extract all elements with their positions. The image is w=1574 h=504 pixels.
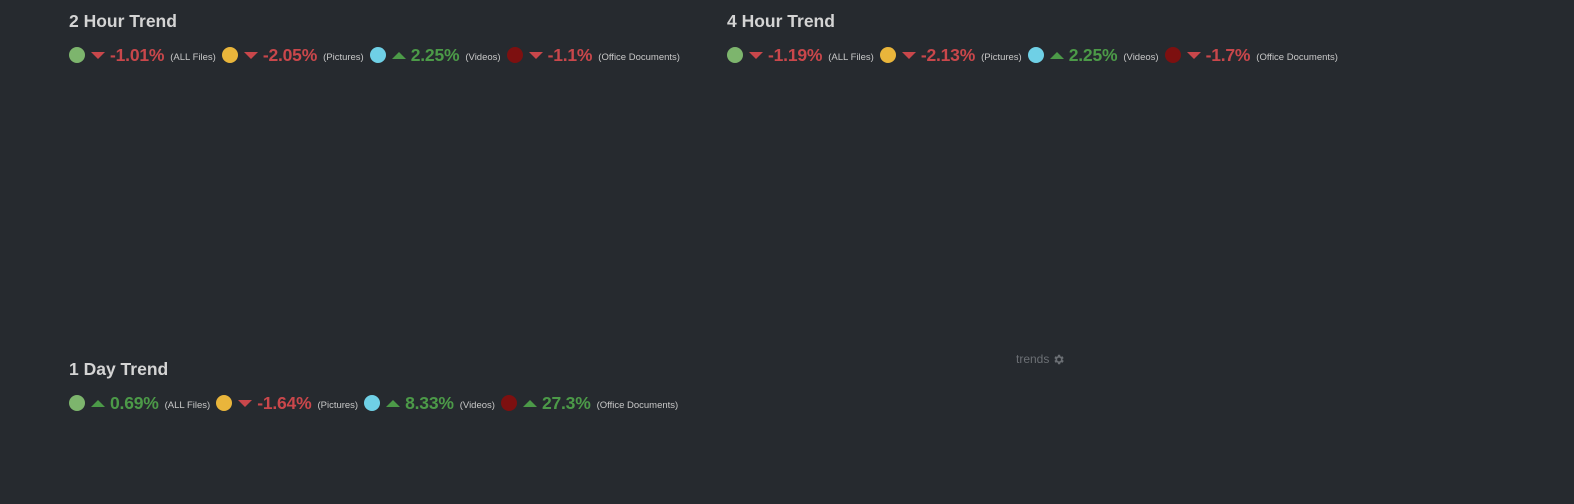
metric-label: (Office Documents) [1256,52,1338,63]
metric-value: 2.25% [1068,44,1118,65]
down-arrow-icon [238,399,253,407]
metric-all-files: -1.19% (ALL Files) [727,45,874,66]
metric-videos: 2.25% (Videos) [1027,44,1159,66]
metric-value: 27.3% [541,392,591,413]
down-arrow-icon [901,51,916,59]
panel-title: 2 Hour Trend [69,11,177,31]
metric-label: (Pictures) [317,400,359,411]
metric-label: (Videos) [1123,52,1159,63]
metric-label: (ALL Files) [828,52,874,63]
panel-4-hour-trend: 4 Hour Trend -1.19% (ALL Files) -2.13% (… [727,10,1344,68]
metric-value: -1.1% [547,44,593,65]
pictures-color-dot [879,47,896,63]
up-arrow-icon [386,399,401,407]
down-arrow-icon [91,51,105,59]
panel-2-hour-trend: 2 Hour Trend -1.01% (ALL Files) -2.05% (… [69,10,686,68]
metric-office-documents: 27.3% (Office Documents) [500,392,679,414]
metric-label: (Videos) [459,400,495,411]
office-documents-color-dot [1164,47,1181,63]
panel-1-day-trend: 1 Day Trend 0.69% (ALL Files) -1.64% (Pi… [69,358,684,416]
all-files-color-dot [727,47,743,63]
down-arrow-icon [528,51,543,59]
all-files-color-dot [69,395,85,411]
metric-office-documents: -1.7% (Office Documents) [1164,44,1338,66]
down-arrow-icon [1186,51,1201,59]
metric-value: 0.69% [110,392,159,413]
metric-value: -2.05% [262,44,318,65]
metric-value: 2.25% [410,44,460,65]
metric-videos: 8.33% (Videos) [364,393,495,414]
metric-all-files: 0.69% (ALL Files) [69,393,210,414]
all-files-color-dot [69,47,85,63]
metric-office-documents: -1.1% (Office Documents) [506,44,680,66]
metric-label: (ALL Files) [170,52,216,63]
pictures-color-dot [216,395,233,411]
metric-value: -2.13% [920,44,976,65]
metric-pictures: -2.05% (Pictures) [221,44,364,66]
down-arrow-icon [243,51,258,59]
metric-all-files: -1.01% (ALL Files) [69,45,216,66]
up-arrow-icon [391,51,406,59]
metric-videos: 2.25% (Videos) [369,44,501,66]
metric-value: 8.33% [405,392,454,413]
panel-title: 1 Day Trend [69,359,169,379]
metric-pictures: -1.64% (Pictures) [216,393,358,414]
panel-title: 4 Hour Trend [727,11,835,31]
trend-metrics: -1.19% (ALL Files) -2.13% (Pictures) 2.2… [727,42,1344,68]
pictures-color-dot [221,47,238,63]
up-arrow-icon [522,399,537,407]
office-documents-color-dot [500,395,517,411]
trends-link-label: trends [1016,352,1050,366]
metric-label: (Pictures) [981,52,1022,63]
metric-label: (Videos) [465,52,501,63]
up-arrow-icon [1049,51,1064,59]
office-documents-color-dot [506,47,523,63]
metric-label: (Office Documents) [596,400,679,411]
videos-color-dot [364,395,381,411]
down-arrow-icon [749,51,763,59]
videos-color-dot [1027,47,1044,63]
metric-value: -1.7% [1205,44,1251,65]
metric-value: -1.01% [110,44,165,65]
trends-settings-link[interactable]: trends [1016,352,1065,366]
trend-metrics: -1.01% (ALL Files) -2.05% (Pictures) 2.2… [69,42,686,68]
videos-color-dot [369,47,386,63]
metric-value: -1.19% [768,44,823,65]
metric-value: -1.64% [257,392,312,413]
metric-pictures: -2.13% (Pictures) [879,44,1022,66]
metric-label: (ALL Files) [164,400,211,411]
metric-label: (Office Documents) [598,52,680,63]
gear-icon [1054,354,1065,364]
up-arrow-icon [91,399,105,407]
metric-label: (Pictures) [323,52,364,63]
trend-metrics: 0.69% (ALL Files) -1.64% (Pictures) 8.33… [69,390,684,416]
